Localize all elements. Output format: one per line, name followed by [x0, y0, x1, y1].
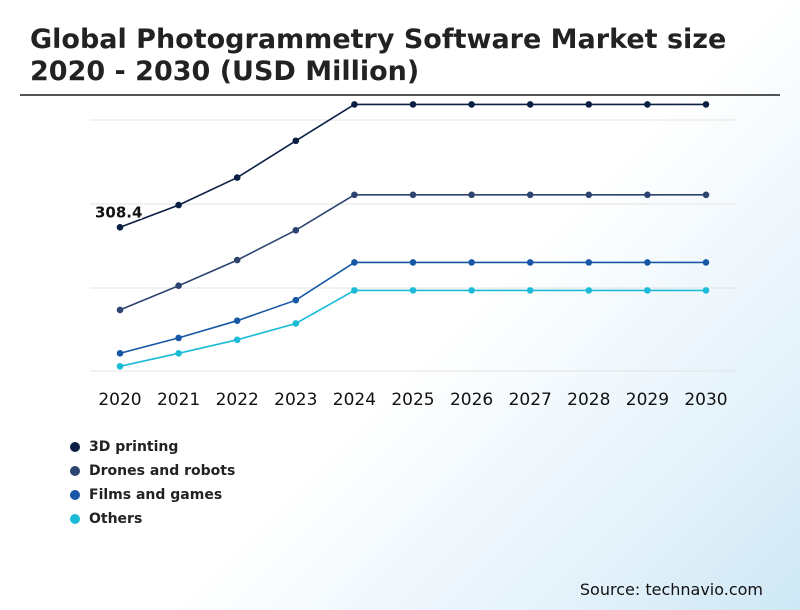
data-point-drones-and-robots-2025: [409, 191, 417, 199]
data-point-films-and-games-2025: [409, 259, 417, 266]
legend-label: 3D printing: [89, 439, 179, 455]
x-tick-label: 2029: [626, 390, 669, 410]
data-point-3d-printing-2021: [175, 201, 182, 209]
x-tick-label: 2030: [684, 390, 727, 410]
data-point-films-and-games-2020: [116, 349, 124, 357]
series-line-3d-printing: [119, 103, 706, 229]
legend-item: Drones and robots: [70, 459, 235, 483]
data-point-others-2030: [702, 287, 710, 294]
chart-title: Global Photogrammetry Software Market si…: [30, 24, 727, 87]
x-tick-label: 2020: [98, 390, 141, 410]
data-point-drones-and-robots-2023: [292, 226, 300, 234]
data-point-others-2022: [233, 336, 241, 344]
legend-label: Films and games: [89, 487, 223, 503]
legend-swatch: [70, 490, 80, 500]
data-point-3d-printing-2028: [585, 101, 593, 108]
data-point-3d-printing-2026: [468, 101, 475, 108]
data-point-drones-and-robots-2024: [351, 191, 358, 199]
data-point-films-and-games-2028: [585, 259, 593, 266]
data-point-films-and-games-2027: [526, 259, 534, 266]
data-label: 308.4: [95, 203, 142, 221]
legend-swatch: [70, 514, 80, 524]
data-point-films-and-games-2029: [644, 259, 651, 266]
series-line-films-and-games: [119, 261, 706, 355]
data-point-films-and-games-2024: [351, 259, 358, 266]
x-tick-label: 2027: [509, 390, 552, 410]
data-point-drones-and-robots-2026: [468, 191, 475, 199]
x-tick-label: 2023: [274, 390, 317, 410]
data-point-3d-printing-2027: [526, 101, 534, 108]
x-tick-label: 2025: [391, 390, 434, 410]
data-point-films-and-games-2030: [702, 259, 710, 266]
data-point-others-2023: [292, 320, 300, 327]
legend-swatch: [70, 442, 80, 452]
data-point-drones-and-robots-2027: [526, 191, 534, 199]
x-tick-label: 2028: [567, 390, 610, 410]
x-tick-label: 2021: [157, 390, 200, 410]
data-point-films-and-games-2021: [175, 334, 182, 342]
data-point-3d-printing-2022: [233, 174, 241, 181]
chart-legend: 3D printing Drones and robots Films and ga…: [70, 435, 235, 531]
data-point-drones-and-robots-2021: [175, 282, 182, 290]
line-chart: 2020 2021 2022 2023 2024 2025 2026 2027 2028 2029…: [90, 101, 736, 410]
x-tick-label: 2026: [450, 390, 493, 410]
data-point-drones-and-robots-2028: [585, 191, 593, 199]
data-point-films-and-games-2022: [233, 317, 241, 324]
data-point-others-2026: [468, 287, 475, 294]
data-point-drones-and-robots-2022: [233, 256, 241, 264]
data-point-3d-printing-2024: [351, 101, 358, 108]
data-point-others-2027: [526, 287, 534, 294]
legend-item: Others: [70, 507, 235, 531]
legend-swatch: [70, 466, 80, 476]
legend-item: 3D printing: [70, 435, 235, 459]
data-point-others-2024: [351, 287, 358, 294]
legend-label: Others: [89, 511, 143, 527]
x-tick-label: 2022: [216, 390, 259, 410]
data-point-3d-printing-2030: [702, 101, 710, 108]
x-tick-label: 2024: [333, 390, 376, 410]
data-point-3d-printing-2025: [409, 101, 417, 108]
series-line-others: [119, 289, 706, 368]
data-point-others-2025: [409, 287, 417, 294]
data-point-others-2021: [175, 349, 182, 357]
data-point-drones-and-robots-2020: [116, 306, 124, 314]
data-point-others-2029: [644, 287, 651, 294]
data-point-films-and-games-2023: [292, 296, 300, 304]
data-point-drones-and-robots-2029: [644, 191, 651, 199]
data-point-3d-printing-2020: [116, 223, 124, 231]
data-point-others-2020: [116, 363, 124, 370]
legend-item: Films and games: [70, 483, 235, 507]
data-point-films-and-games-2026: [468, 259, 475, 266]
data-point-3d-printing-2029: [644, 101, 651, 108]
data-point-3d-printing-2023: [292, 137, 300, 145]
source-credit: Source: technavio.com: [579, 580, 763, 599]
title-divider: [20, 94, 780, 96]
legend-label: Drones and robots: [89, 463, 236, 479]
data-point-others-2028: [585, 287, 593, 294]
data-point-drones-and-robots-2030: [702, 191, 710, 199]
